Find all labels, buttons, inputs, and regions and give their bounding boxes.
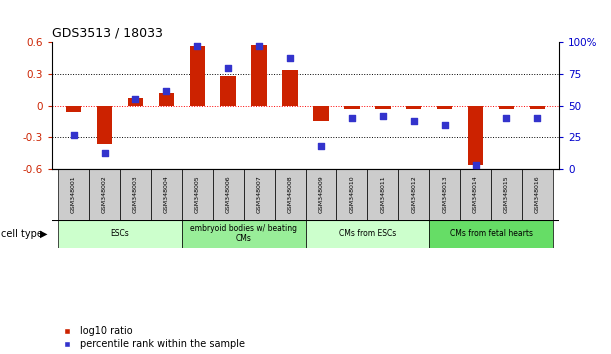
Point (131, 97, 141, 102)
Point (223, 65, 233, 71)
Text: GSM348010: GSM348010 (349, 176, 354, 213)
Bar (522, 169, 553, 220)
Bar (66, 106, 81, 112)
Bar (128, 98, 143, 106)
Bar (120, 169, 151, 220)
Text: cell type: cell type (1, 229, 43, 239)
Bar (89, 169, 120, 220)
Point (409, 118, 419, 124)
Text: CMs from ESCs: CMs from ESCs (338, 229, 396, 238)
Bar (313, 106, 329, 120)
Bar (306, 220, 429, 248)
Text: GSM348002: GSM348002 (102, 176, 107, 213)
Bar (274, 169, 306, 220)
Text: GSM348001: GSM348001 (71, 176, 76, 213)
Bar (530, 106, 545, 109)
Bar (244, 169, 274, 220)
Legend: log10 ratio, percentile rank within the sample: log10 ratio, percentile rank within the … (57, 326, 245, 349)
Text: ESCs: ESCs (111, 229, 130, 238)
Bar (282, 70, 298, 106)
Bar (406, 106, 422, 109)
Bar (367, 169, 398, 220)
Point (470, 162, 480, 168)
Bar (182, 220, 306, 248)
Point (316, 143, 326, 149)
Text: GSM348006: GSM348006 (225, 176, 231, 213)
Text: GSM348016: GSM348016 (535, 176, 540, 213)
Point (68, 132, 78, 138)
Text: GSM348004: GSM348004 (164, 176, 169, 213)
Bar (97, 106, 112, 144)
Bar (306, 169, 337, 220)
Text: GSM348013: GSM348013 (442, 176, 447, 213)
Text: GSM348014: GSM348014 (473, 176, 478, 213)
Bar (499, 106, 514, 109)
Bar (491, 169, 522, 220)
Bar (58, 169, 89, 220)
Bar (159, 93, 174, 106)
Bar (375, 106, 390, 109)
Bar (344, 106, 360, 109)
Point (254, 44, 264, 49)
Point (100, 150, 109, 155)
Bar (429, 220, 553, 248)
Bar (182, 169, 213, 220)
Bar (221, 76, 236, 106)
Text: GSM348012: GSM348012 (411, 176, 416, 213)
Text: GDS3513 / 18033: GDS3513 / 18033 (52, 27, 163, 40)
Point (378, 113, 388, 119)
Point (533, 116, 543, 121)
Point (347, 116, 357, 121)
Bar (429, 169, 460, 220)
Text: CMs from fetal hearts: CMs from fetal hearts (450, 229, 533, 238)
Text: GSM348009: GSM348009 (318, 176, 323, 213)
Bar (437, 106, 452, 109)
Bar (213, 169, 244, 220)
Text: GSM348005: GSM348005 (195, 176, 200, 213)
Text: GSM348008: GSM348008 (288, 176, 293, 213)
Point (161, 88, 171, 93)
Point (285, 55, 295, 61)
Text: embryoid bodies w/ beating
CMs: embryoid bodies w/ beating CMs (190, 224, 297, 244)
Bar (251, 45, 267, 106)
Bar (337, 169, 367, 220)
Text: GSM348003: GSM348003 (133, 176, 138, 213)
Bar (189, 46, 205, 106)
Bar (151, 169, 182, 220)
Text: GSM348015: GSM348015 (504, 176, 509, 213)
Text: GSM348007: GSM348007 (257, 176, 262, 213)
Bar (398, 169, 429, 220)
Point (192, 44, 202, 49)
Text: GSM348011: GSM348011 (380, 176, 386, 213)
Point (440, 122, 450, 127)
Text: ▶: ▶ (40, 229, 47, 239)
Bar (460, 169, 491, 220)
Bar (468, 106, 483, 165)
Point (502, 116, 511, 121)
Bar (58, 220, 182, 248)
